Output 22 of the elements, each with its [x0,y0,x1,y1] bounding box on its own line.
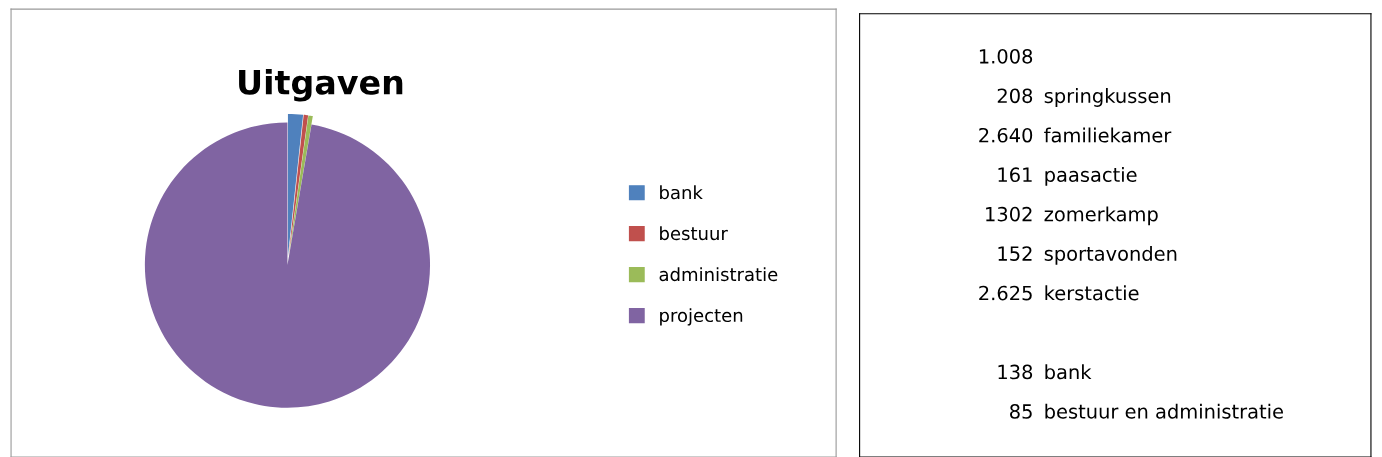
data-label: 2.625 [979,285,1032,301]
category-label: bank [1045,364,1092,380]
data-label: 138 [998,364,1033,380]
category-label: zomerkamp [1044,206,1158,226]
data-label: 1.008 [979,48,1033,64]
category-label: paasactie [1045,166,1137,186]
category-label: bestuur en administratie [1045,403,1283,419]
legend-label: projecten [660,308,743,326]
data-label: 85 [1010,404,1032,419]
data-label: 152 [998,246,1032,261]
data-label: 208 [997,88,1033,104]
category-label: kerstactie [1045,285,1139,301]
category-label: sportavonden [1044,245,1177,265]
chart-title: Uitgaven [239,69,403,102]
data-label: 161 [998,167,1032,183]
legend-label: administratie [659,267,778,282]
data-label: 1302 [986,206,1032,222]
data-label: 2.640 [979,127,1033,143]
category-label: familiekamer [1044,127,1172,143]
legend-label: bank [660,185,703,200]
legend-label: bestuur [660,226,728,241]
category-label: springkussen [1044,88,1171,107]
